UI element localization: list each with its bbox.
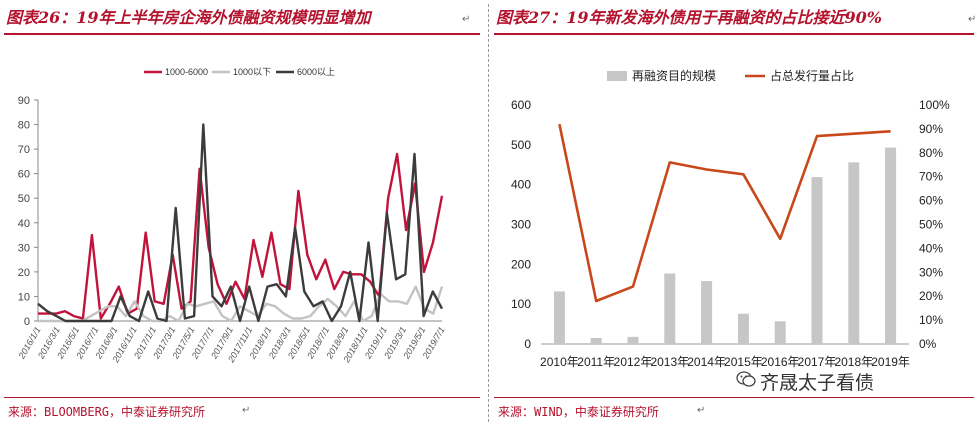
y-left-tick-label: 600 (511, 98, 531, 112)
y-right-tick-label: 60% (919, 194, 943, 208)
y-tick-label: 60 (18, 169, 30, 181)
bar (848, 162, 860, 344)
y-tick-label: 10 (18, 291, 30, 303)
x-tick-label: 2011年 (577, 355, 615, 369)
y-right-tick-label: 100% (919, 98, 950, 112)
bar (553, 291, 565, 344)
paragraph-mark: ↵ (462, 14, 471, 25)
right-title-rule (494, 33, 974, 35)
y-right-tick-label: 10% (919, 313, 943, 327)
y-tick-label: 0 (24, 316, 30, 328)
bar (774, 321, 786, 344)
bar (701, 281, 713, 344)
y-left-tick-label: 100 (511, 297, 531, 311)
y-left-tick-label: 500 (511, 138, 531, 152)
right-source-note: 来源：WIND，中泰证券研究所 (498, 405, 659, 419)
y-left-tick-label: 200 (511, 257, 531, 271)
x-tick-label: 2019年 (871, 355, 910, 369)
y-tick-label: 70 (18, 144, 30, 156)
left-chart-title: 图表26：19年上半年房企海外债融资规模明显增加 (6, 8, 371, 27)
bar (737, 313, 749, 344)
x-tick-label: 2017年 (798, 355, 837, 369)
x-tick-label: 2015年 (724, 355, 763, 369)
y-left-tick-label: 0 (524, 337, 531, 351)
y-tick-label: 30 (18, 242, 30, 254)
bar (664, 273, 676, 344)
panel-divider (488, 4, 489, 422)
x-tick-label: 2018年 (834, 355, 873, 369)
bar (627, 336, 639, 344)
y-tick-label: 20 (18, 267, 30, 279)
watermark: 齐晟太子看债 (760, 372, 875, 394)
left-source-note: 来源：BLOOMBERG，中泰证券研究所 (8, 405, 206, 419)
right-combo-chart: 0 100 200 300 400 500 600 0% 10% 20% 30% 40% 50% 60% 7… (511, 68, 950, 369)
paragraph-mark: ↵ (697, 405, 706, 416)
legend-label: 再融资目的规模 (632, 68, 716, 83)
paragraph-mark: ↵ (242, 405, 251, 416)
y-right-tick-label: 50% (919, 218, 943, 232)
y-right-tick-label: 80% (919, 146, 943, 160)
y-right-tick-label: 90% (919, 122, 943, 136)
x-tick-label: 2010年 (540, 355, 579, 369)
legend-label: 6000以上 (297, 67, 335, 77)
bar (590, 338, 602, 344)
legend-swatch (607, 71, 627, 81)
bar (885, 147, 897, 344)
bar (811, 177, 823, 344)
y-left-tick-label: 400 (511, 178, 531, 192)
left-line-chart: 01020304050607080902016/1/12016/3/12016/… (16, 67, 447, 365)
left-title-rule (4, 33, 480, 35)
legend-label: 占总发行量占比 (770, 68, 854, 83)
y-tick-label: 80 (18, 120, 30, 132)
y-right-tick-label: 40% (919, 241, 943, 255)
legend-label: 1000-6000 (165, 67, 208, 77)
right-chart-title: 图表27：19年新发海外债用于再融资的占比接近90% (496, 8, 883, 27)
y-left-tick-label: 300 (511, 218, 531, 232)
x-tick-label: 2016年 (761, 355, 800, 369)
x-tick-label: 2013年 (650, 355, 689, 369)
y-right-tick-label: 70% (919, 170, 943, 184)
right-source-rule (494, 397, 974, 398)
series-line-6000以上 (37, 123, 444, 323)
paragraph-mark: ↵ (968, 14, 977, 25)
y-right-tick-label: 20% (919, 289, 943, 303)
legend-label: 1000以下 (233, 67, 271, 77)
x-tick-label: 2012年 (614, 355, 653, 369)
y-tick-label: 50 (18, 193, 30, 205)
wechat-icon (736, 371, 756, 387)
y-right-tick-label: 0% (919, 337, 937, 351)
y-tick-label: 40 (18, 218, 30, 230)
left-source-rule (4, 397, 480, 398)
share-line (558, 123, 891, 303)
y-tick-label: 90 (18, 95, 30, 107)
series-line-1000以下 (38, 285, 444, 323)
y-right-tick-label: 30% (919, 265, 943, 279)
x-tick-label: 2014年 (687, 355, 726, 369)
